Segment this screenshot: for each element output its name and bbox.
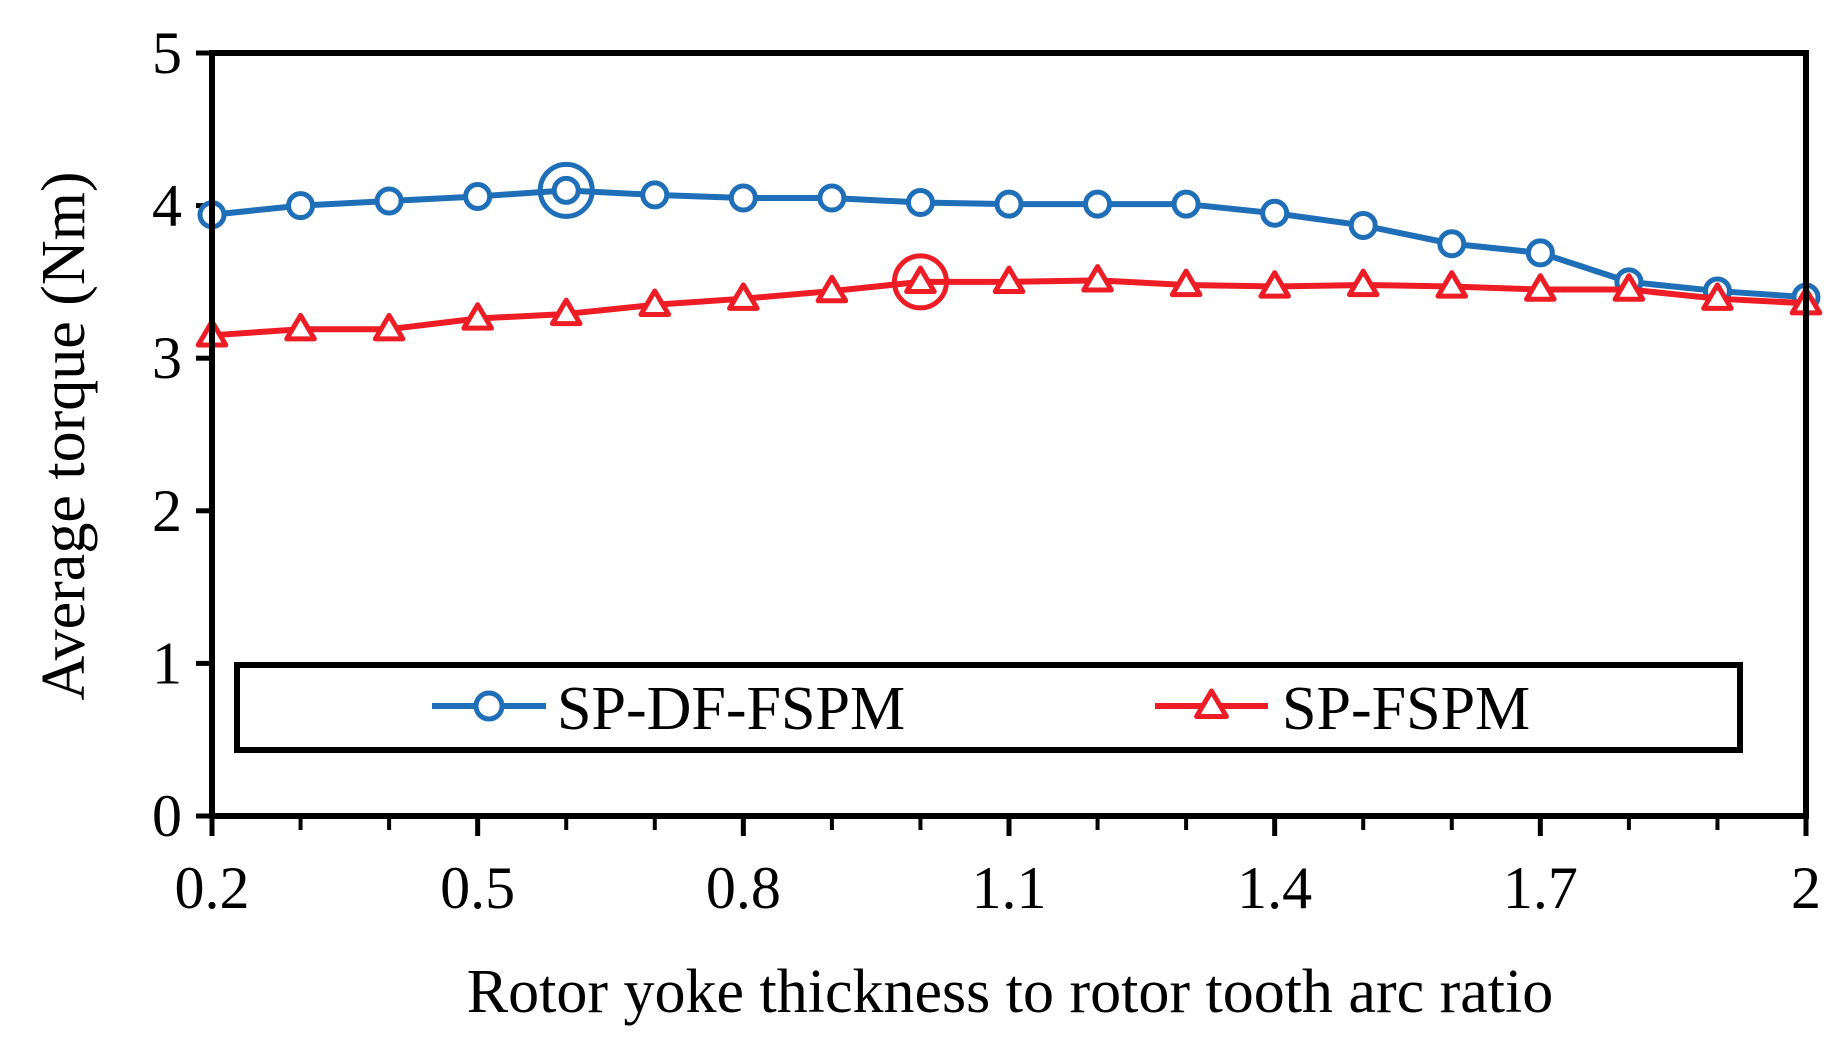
data-point	[1346, 268, 1380, 298]
data-point	[1701, 282, 1734, 311]
data-point	[817, 183, 847, 213]
data-point	[461, 302, 494, 331]
y-tick-label: 2	[152, 478, 182, 544]
optimal-point-highlight	[891, 253, 949, 311]
data-point	[1260, 198, 1290, 228]
data-point	[1524, 273, 1557, 302]
x-tick-label: 2	[1791, 855, 1821, 921]
data-point	[1083, 189, 1113, 219]
data-point	[727, 282, 760, 311]
data-point	[551, 175, 581, 205]
data-point	[286, 191, 316, 221]
data-point	[372, 312, 406, 342]
series-layer	[195, 161, 1823, 348]
y-tick-label: 0	[152, 783, 182, 849]
data-point	[815, 274, 849, 304]
y-tick-label: 4	[152, 173, 182, 239]
x-tick-label: 0.2	[175, 855, 250, 921]
data-point	[1612, 273, 1646, 302]
data-point	[640, 180, 670, 210]
data-point	[904, 265, 937, 295]
data-point	[549, 297, 583, 327]
data-point	[463, 181, 493, 211]
optimal-point-highlight	[537, 161, 595, 219]
legend-swatch-sp-df-fspm	[432, 690, 546, 722]
data-point	[1348, 210, 1378, 240]
series-sp-df-fspm	[197, 161, 1821, 312]
legend: SP-DF-FSPM SP-FSPM	[234, 662, 1743, 753]
data-point	[905, 188, 935, 218]
y-tick-label: 5	[152, 20, 182, 86]
x-tick-label: 0.5	[440, 855, 515, 921]
data-point	[728, 183, 758, 213]
plot-area-frame	[209, 50, 1809, 819]
legend-swatch-sp-fspm	[1155, 688, 1268, 719]
legend-marker	[473, 690, 505, 722]
data-point	[638, 288, 672, 317]
data-point	[1171, 189, 1201, 219]
y-tick-label: 1	[152, 630, 182, 696]
data-point	[374, 186, 404, 216]
legend-marker	[1194, 688, 1229, 719]
y-tick-label: 3	[152, 325, 182, 391]
y-axis-title: Average torque (Nm)	[30, 171, 98, 700]
x-tick-label: 1.7	[1503, 855, 1578, 921]
x-tick-label: 1.1	[972, 855, 1047, 921]
x-axis-title: Rotor yoke thickness to rotor tooth arc …	[467, 958, 1553, 1026]
data-point	[994, 189, 1024, 219]
data-point	[1169, 268, 1203, 298]
x-axis-ticks: 0.2 0.5 0.8 1.1 1.4 1.7 2	[175, 816, 1821, 921]
legend-label-sp-fspm: SP-FSPM	[1282, 675, 1530, 743]
legend-label-sp-df-fspm: SP-DF-FSPM	[557, 675, 905, 743]
data-point	[1258, 270, 1291, 299]
y-axis-ticks: 0 1 2 3 4 5	[152, 20, 212, 849]
data-point	[1435, 270, 1469, 299]
x-tick-label: 1.4	[1237, 855, 1312, 921]
data-point	[1081, 264, 1114, 293]
x-tick-label: 0.8	[706, 855, 781, 921]
data-point	[1437, 229, 1467, 259]
series-sp-fspm	[195, 253, 1823, 348]
data-point	[284, 312, 317, 342]
data-point	[1525, 238, 1555, 268]
data-point	[992, 265, 1026, 295]
